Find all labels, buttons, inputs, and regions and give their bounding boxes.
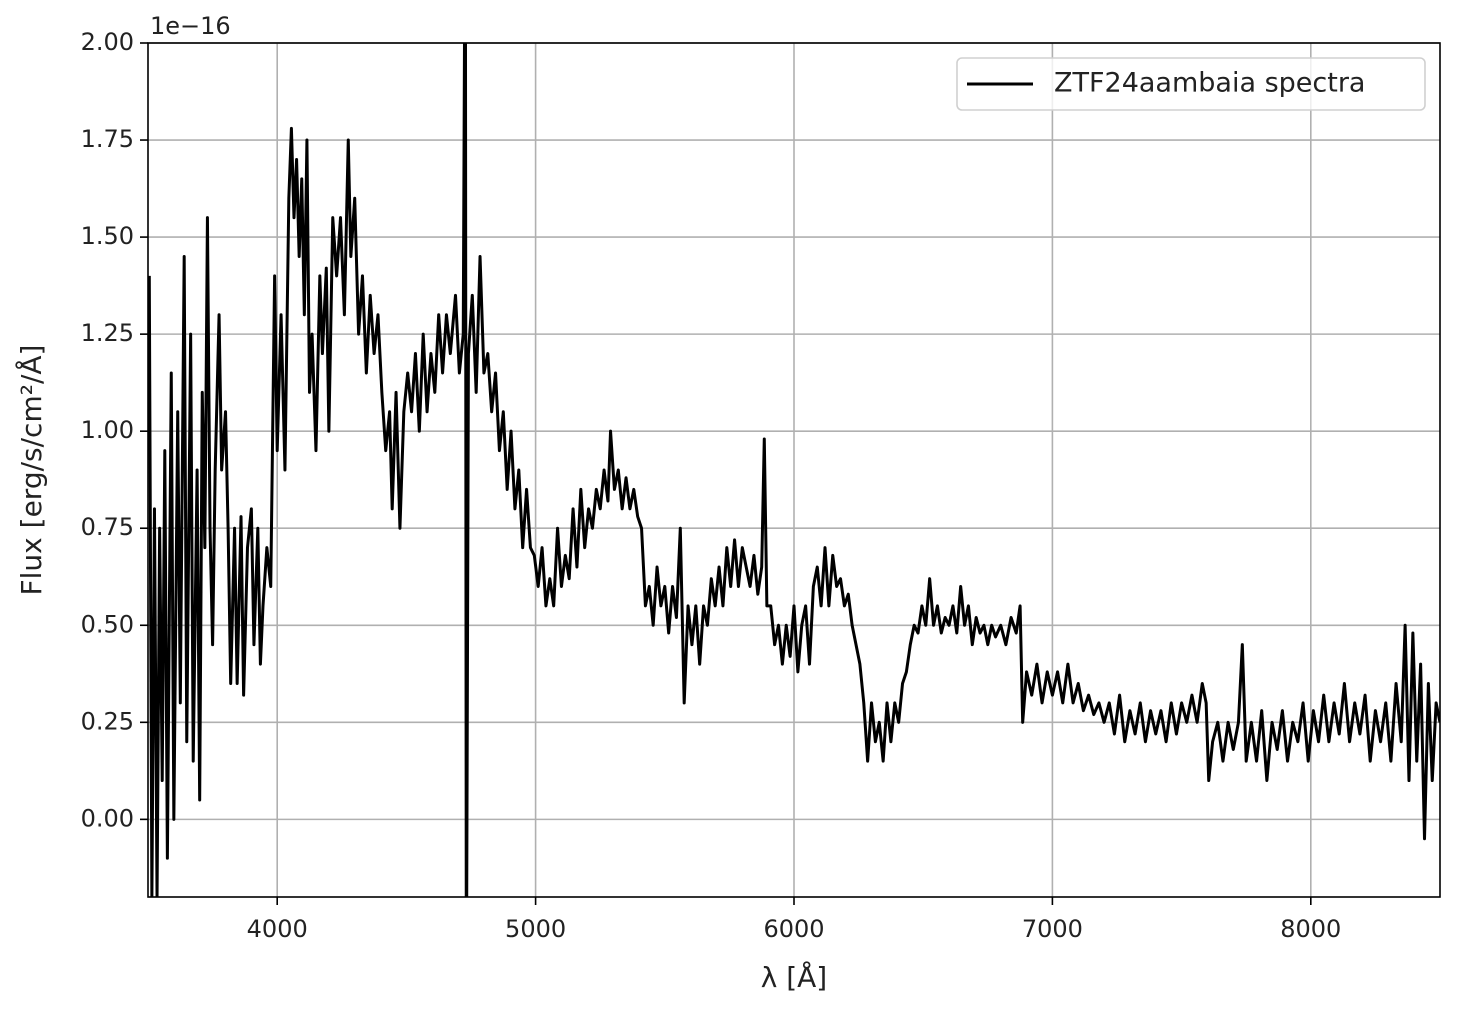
y-tick-label: 0.00 [81, 804, 134, 832]
x-tick-label: 7000 [1022, 915, 1083, 943]
x-tick-label: 8000 [1280, 915, 1341, 943]
x-axis-label: λ [Å] [761, 960, 827, 994]
y-tick-label: 0.25 [81, 707, 134, 735]
plot-frame [147, 42, 1441, 898]
spectrum-line [148, 43, 1440, 897]
y-tick-label: 1.75 [81, 125, 134, 153]
y-axis-label: Flux [erg/s/cm²/Å] [14, 345, 48, 596]
y-tick-label: 0.75 [81, 513, 134, 541]
y-tick-label: 1.00 [81, 416, 134, 444]
y-tick-label: 1.25 [81, 319, 134, 347]
x-tick-label: 5000 [505, 915, 566, 943]
y-tick-label: 0.50 [81, 610, 134, 638]
y-tick-label: 1.50 [81, 222, 134, 250]
x-tick-label: 4000 [247, 915, 308, 943]
legend: ZTF24aambaia spectra [956, 57, 1426, 111]
y-tick-label: 2.00 [81, 28, 134, 56]
x-tick-label: 6000 [763, 915, 824, 943]
legend-label: ZTF24aambaia spectra [1054, 68, 1365, 99]
y-offset-label: 1e−16 [150, 12, 231, 40]
legend-box [956, 57, 1426, 111]
